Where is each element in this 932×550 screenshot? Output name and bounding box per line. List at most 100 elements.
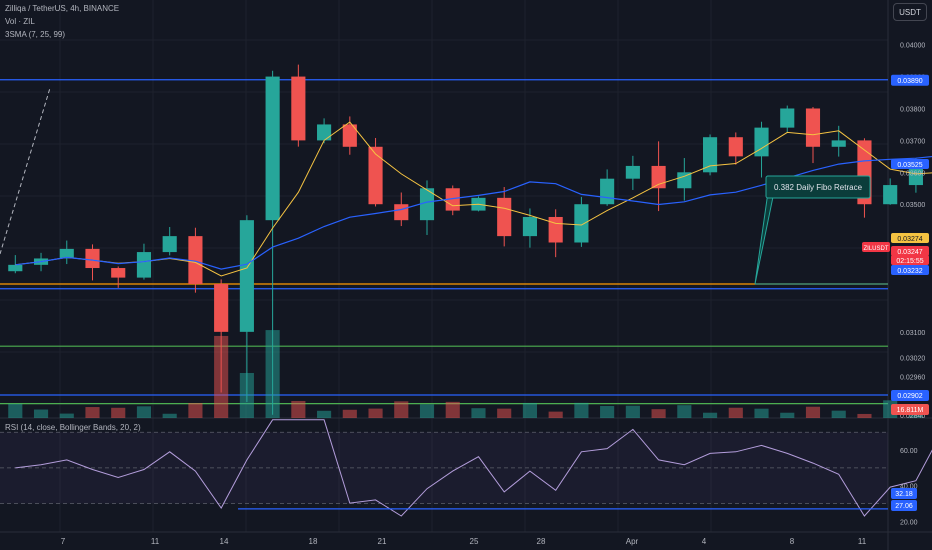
price-badge	[891, 246, 929, 256]
candle-body	[600, 178, 615, 205]
price-tick-label: 0.04000	[900, 43, 925, 50]
price-tick-label: 0.03500	[900, 202, 925, 209]
moving-averages	[15, 121, 932, 277]
volume-bar	[754, 408, 769, 418]
price-badge	[891, 233, 929, 243]
candle-body	[136, 252, 152, 278]
price-tick-label: 0.03700	[900, 138, 925, 145]
price-badge-label: 0.03232	[897, 268, 922, 275]
time-tick-label: 18	[309, 537, 318, 546]
candle-body	[85, 248, 100, 269]
volume-bar	[317, 410, 332, 418]
rsi-tick-label: 60.00	[900, 448, 918, 455]
volume-bar	[33, 409, 49, 418]
price-tick-label: 0.03800	[900, 106, 925, 113]
rsi-line	[15, 419, 932, 517]
candle-body	[677, 172, 692, 189]
price-badge	[891, 265, 929, 275]
rsi-tick-label: 20.00	[900, 519, 918, 526]
price-badge-label: 02:15:55	[896, 258, 923, 265]
volume-badge-label: 16.811M	[897, 407, 924, 414]
candle-body	[188, 236, 203, 284]
volume-bar	[702, 412, 718, 418]
fibo-annotation[interactable]: 0.382 Daily Fibo Retrace	[754, 175, 888, 285]
price-tick-label: 0.02840	[900, 413, 925, 420]
callout-box	[765, 175, 871, 199]
horizontal-levels	[0, 79, 888, 405]
candle-body	[111, 268, 126, 278]
price-tick-label: 0.03020	[900, 355, 925, 362]
callout-text: 0.382 Daily Fibo Retrace	[774, 183, 863, 192]
volume-bar	[85, 407, 100, 418]
rsi-tick-label: 40.00	[900, 484, 918, 491]
volume-bar	[600, 405, 615, 418]
candle-body	[651, 165, 666, 189]
volume-bar	[445, 401, 460, 418]
volume-bar	[162, 413, 177, 418]
price-badge-label: 0.03525	[897, 162, 922, 169]
volume-bar	[394, 401, 409, 418]
level-badge	[891, 390, 929, 402]
candle-body	[754, 127, 769, 157]
volume-bar	[342, 409, 357, 418]
volume-bar	[831, 410, 846, 418]
candle-body	[59, 248, 74, 259]
volume-bar	[8, 403, 23, 418]
rsi-legend: RSI (14, close, Bollinger Bands, 20, 2)	[5, 423, 141, 432]
volume-bar	[522, 402, 537, 418]
price-badge-label: 0.03274	[897, 236, 922, 243]
sma-25-line	[15, 155, 932, 270]
volume-bar	[677, 405, 692, 418]
sma-7-line	[15, 121, 932, 277]
price-badge	[862, 242, 890, 252]
volume-bar	[368, 408, 383, 418]
price-tick-label: 0.03600	[900, 170, 925, 177]
candle-body	[574, 204, 589, 243]
candle-body	[497, 197, 512, 237]
volume-bar	[625, 405, 640, 418]
rsi-panel: 60.00 40.00 20.00 32.18 27.06	[0, 419, 932, 526]
volume-bar	[291, 400, 306, 418]
candle-body	[394, 204, 409, 221]
candle-body	[368, 146, 383, 205]
volume-bar	[780, 412, 795, 418]
rsi-badge-label: 32.18	[895, 491, 913, 498]
level-badge	[891, 74, 929, 86]
rsi-badge-label: 27.06	[895, 503, 913, 510]
time-tick-label: 4	[702, 537, 707, 546]
candle-body	[805, 108, 821, 147]
time-tick-label: 21	[378, 537, 387, 546]
price-axis: 0.040000.039000.038000.037000.036000.035…	[862, 43, 929, 420]
volume-bar	[59, 413, 74, 418]
rsi-badge	[891, 500, 917, 511]
candle-body	[831, 140, 846, 147]
candle-body	[548, 216, 563, 243]
price-badge-label: ZILUSDT	[863, 246, 888, 252]
rsi-badge	[891, 488, 917, 499]
price-badge	[891, 255, 929, 265]
time-tick-label: 14	[220, 537, 229, 546]
price-tick-label: 0.02960	[900, 375, 925, 382]
candle-body	[265, 76, 280, 221]
volume-bar	[857, 413, 872, 418]
time-tick-label: 28	[537, 537, 546, 546]
volume-bar	[497, 408, 512, 418]
time-tick-label: 11	[151, 537, 160, 546]
candle-body	[883, 185, 898, 205]
chart-title: Zilliqa / TetherUS, 4h, BINANCE	[5, 4, 120, 13]
currency-button[interactable]: USDT	[893, 3, 927, 21]
trend-dashed-line	[0, 87, 51, 255]
candle-body	[728, 137, 743, 157]
volume-bar	[651, 409, 666, 418]
candle-body	[445, 188, 460, 211]
volume-bar	[728, 407, 743, 418]
time-axis: 7 11 14 18 21 25 28 Apr 4 8 11	[61, 537, 867, 546]
volume-badge	[891, 404, 929, 415]
price-badge	[891, 159, 929, 169]
time-tick-label: 11	[858, 537, 867, 546]
time-tick-label: 25	[470, 537, 479, 546]
price-tick-label: 0.03100	[900, 330, 925, 337]
candles	[8, 64, 923, 415]
candle-body	[8, 264, 23, 272]
